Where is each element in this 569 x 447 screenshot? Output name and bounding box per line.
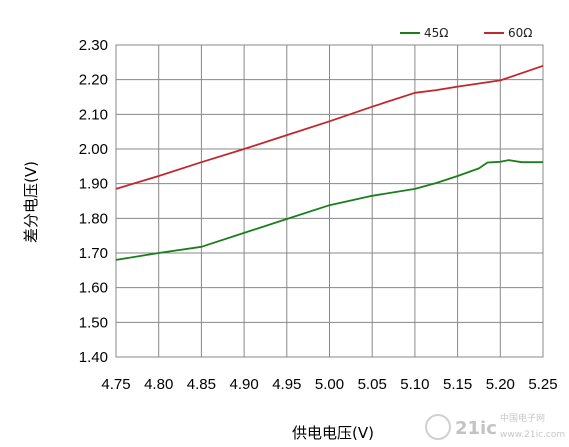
- x-tick-label: 5.20: [486, 376, 515, 393]
- watermark: 21ic 中国电子网 www.21ic.com: [425, 412, 565, 440]
- x-tick-label: 4.90: [229, 376, 258, 393]
- y-tick-label: 2.10: [79, 106, 108, 123]
- x-tick-label: 4.75: [101, 376, 130, 393]
- series-layer: [115, 64, 544, 261]
- watermark-subtitle: 中国电子网: [500, 412, 545, 424]
- legend-item: 60Ω: [484, 26, 532, 40]
- y-axis-title: 差分电压(V): [22, 161, 40, 243]
- y-tick-label: 2.30: [79, 37, 108, 54]
- x-axis-ticks: 4.75 4.80 4.85 4.90 4.95 5.00 5.05 5.10 5.15 5.20…: [101, 376, 557, 393]
- x-tick-label: 5.15: [443, 376, 472, 393]
- y-tick-label: 1.50: [79, 314, 108, 331]
- x-tick-label: 5.10: [400, 376, 429, 393]
- y-tick-label: 1.80: [79, 210, 108, 227]
- x-tick-label: 4.95: [272, 376, 301, 393]
- series-line-0: [115, 159, 543, 261]
- y-tick-label: 2.00: [79, 141, 108, 158]
- legend-label: 60Ω: [508, 26, 532, 40]
- y-axis-ticks: 1.40 1.50 1.60 1.70 1.80 1.90 2.00 2.10 2.20 2.30: [79, 37, 108, 366]
- plot-area: [115, 44, 544, 358]
- x-tick-label: 4.85: [187, 376, 216, 393]
- legend: 45Ω 60Ω: [400, 26, 532, 40]
- watermark-logo-icon: [425, 414, 451, 440]
- legend-label: 45Ω: [424, 26, 448, 40]
- series-line-1: [115, 64, 544, 190]
- x-tick-label: 5.05: [358, 376, 387, 393]
- legend-item: 45Ω: [400, 26, 448, 40]
- x-tick-label: 4.80: [144, 376, 173, 393]
- y-tick-label: 1.90: [79, 176, 108, 193]
- y-tick-label: 1.70: [79, 245, 108, 262]
- y-tick-label: 2.20: [79, 72, 108, 89]
- watermark-logo-text: 21ic: [455, 418, 497, 439]
- x-axis-title: 供电电压(V): [292, 424, 374, 442]
- y-tick-label: 1.60: [79, 280, 108, 297]
- x-tick-label: 5.00: [315, 376, 344, 393]
- watermark-url: www.21ic.com: [500, 430, 565, 440]
- y-tick-label: 1.40: [79, 349, 108, 366]
- x-tick-label: 5.25: [528, 376, 557, 393]
